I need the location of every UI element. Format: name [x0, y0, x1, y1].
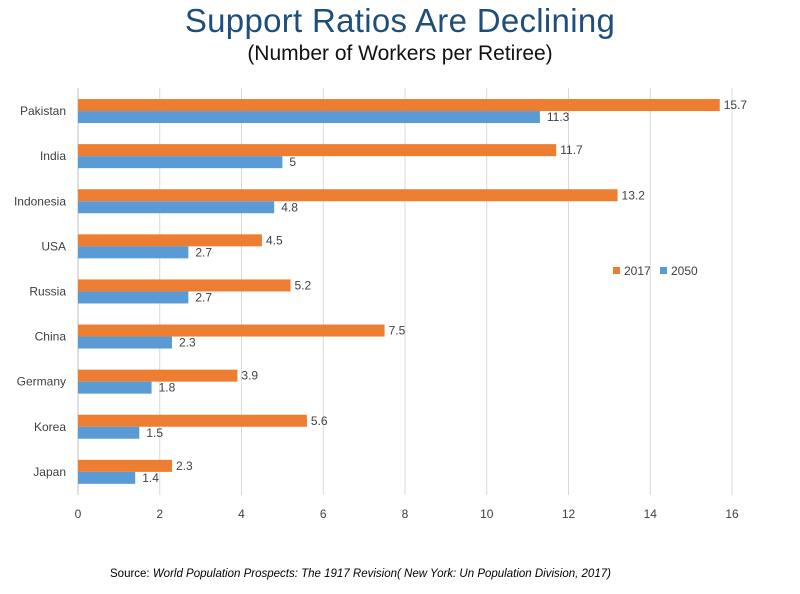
category-label: Indonesia	[14, 194, 66, 208]
data-label: 5	[289, 155, 296, 169]
data-label: 3.9	[241, 369, 258, 383]
data-label: 13.2	[622, 188, 646, 202]
category-label: USA	[41, 239, 66, 253]
bar-2050	[78, 246, 189, 259]
source-citation: World Population Prospects: The 1917 Rev…	[152, 568, 611, 580]
bar-2050	[78, 201, 275, 214]
bar-2050	[78, 426, 140, 439]
data-label: 5.2	[295, 278, 312, 292]
x-tick-label: 16	[725, 507, 739, 521]
data-label: 5.6	[311, 414, 328, 428]
bar-2017	[78, 279, 291, 292]
data-label: 1.4	[142, 471, 159, 485]
category-label: Japan	[33, 465, 66, 479]
bar-2050	[78, 381, 152, 394]
x-tick-label: 2	[156, 507, 163, 521]
category-label: Korea	[34, 420, 66, 434]
category-label: Pakistan	[20, 104, 66, 118]
bar-2017	[78, 99, 720, 112]
x-tick-label: 12	[562, 507, 576, 521]
bar-2050	[78, 291, 189, 304]
category-label: China	[35, 330, 67, 344]
data-label: 2.3	[179, 336, 196, 350]
data-label: 4.8	[281, 200, 298, 214]
bar-2017	[78, 414, 307, 427]
source-prefix: Source:	[110, 568, 153, 580]
bar-2017	[78, 324, 385, 337]
data-label: 2.7	[195, 245, 212, 259]
x-tick-label: 0	[75, 507, 82, 521]
x-tick-label: 4	[238, 507, 245, 521]
legend-label: 2050	[671, 264, 698, 278]
data-label: 4.5	[266, 233, 283, 247]
data-label: 15.7	[724, 98, 748, 112]
bar-2017	[78, 234, 262, 247]
bar-2017	[78, 459, 173, 472]
bar-2017	[78, 144, 557, 157]
x-tick-label: 8	[402, 507, 409, 521]
x-tick-label: 14	[644, 507, 658, 521]
bar-2017	[78, 189, 618, 202]
legend-label: 2017	[624, 264, 651, 278]
bar-2050	[78, 336, 173, 349]
data-label: 11.7	[560, 143, 583, 157]
bar-2017	[78, 369, 238, 382]
data-label: 1.8	[159, 381, 176, 395]
data-label: 2.7	[195, 290, 212, 304]
data-label: 7.5	[389, 324, 406, 338]
bar-2050	[78, 111, 540, 124]
source-note: Source: World Population Prospects: The …	[110, 568, 611, 580]
bar-2050	[78, 156, 283, 169]
legend-swatch	[660, 267, 667, 274]
chart-subtitle: (Number of Workers per Retiree)	[247, 42, 553, 65]
category-label: India	[40, 149, 66, 163]
bar-2050	[78, 471, 136, 484]
chart-title: Support Ratios Are Declining	[184, 2, 616, 39]
data-label: 11.3	[547, 110, 570, 124]
data-label: 2.3	[176, 459, 193, 473]
x-tick-label: 6	[320, 507, 327, 521]
data-label: 1.5	[146, 426, 163, 440]
x-tick-label: 10	[480, 507, 494, 521]
category-label: Germany	[17, 375, 66, 389]
legend-swatch	[613, 267, 620, 274]
category-label: Russia	[29, 284, 66, 298]
